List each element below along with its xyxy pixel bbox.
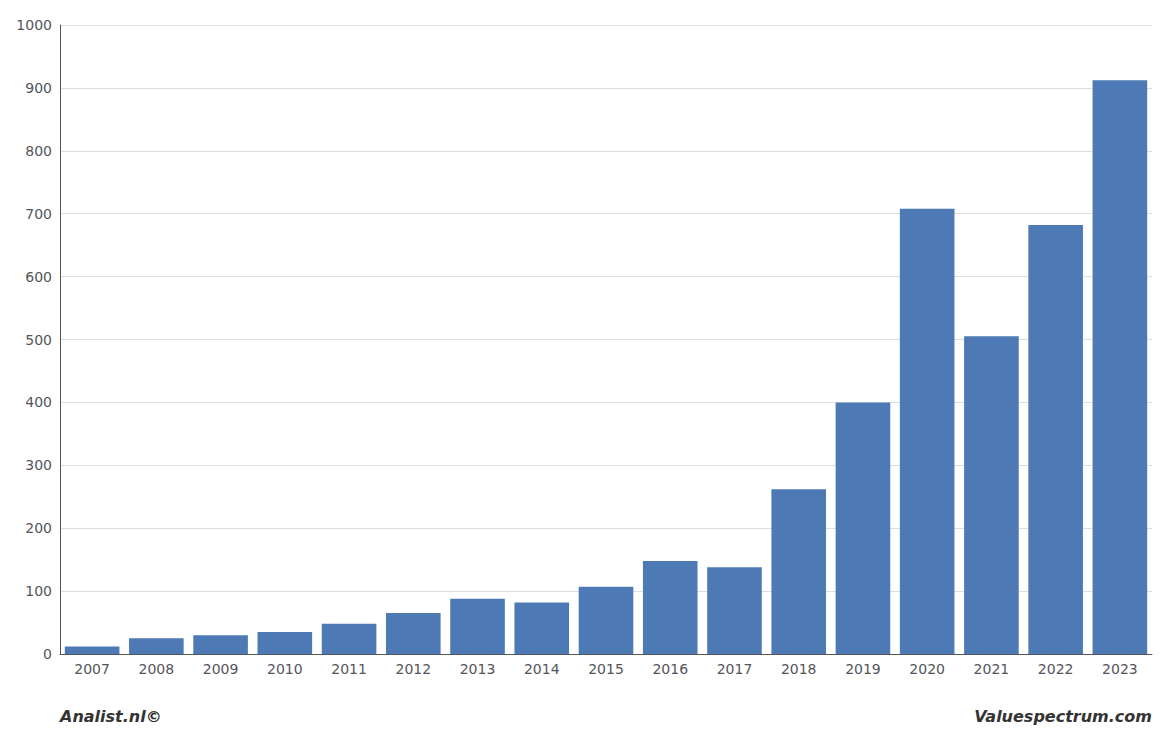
svg-text:900: 900	[25, 80, 52, 96]
svg-text:2023: 2023	[1102, 661, 1138, 677]
svg-text:2020: 2020	[909, 661, 945, 677]
svg-text:2012: 2012	[395, 661, 431, 677]
svg-text:700: 700	[25, 206, 52, 222]
svg-text:2015: 2015	[588, 661, 624, 677]
svg-text:2010: 2010	[267, 661, 303, 677]
svg-text:400: 400	[25, 394, 52, 410]
svg-text:1000: 1000	[16, 17, 52, 33]
svg-text:200: 200	[25, 520, 52, 536]
svg-text:2011: 2011	[331, 661, 367, 677]
svg-text:800: 800	[25, 143, 52, 159]
svg-text:2017: 2017	[717, 661, 753, 677]
svg-text:2021: 2021	[974, 661, 1010, 677]
svg-text:2009: 2009	[203, 661, 239, 677]
svg-text:2008: 2008	[139, 661, 175, 677]
svg-text:300: 300	[25, 457, 52, 473]
svg-text:0: 0	[43, 646, 52, 662]
svg-text:2018: 2018	[781, 661, 817, 677]
svg-text:2007: 2007	[74, 661, 110, 677]
svg-text:2013: 2013	[460, 661, 496, 677]
svg-text:2019: 2019	[845, 661, 881, 677]
svg-text:Valuespectrum.com: Valuespectrum.com	[974, 707, 1152, 726]
svg-text:600: 600	[25, 269, 52, 285]
svg-text:2016: 2016	[652, 661, 688, 677]
svg-text:2014: 2014	[524, 661, 560, 677]
svg-text:Analist.nl©: Analist.nl©	[58, 707, 162, 726]
svg-text:500: 500	[25, 332, 52, 348]
svg-text:2022: 2022	[1038, 661, 1074, 677]
svg-text:100: 100	[25, 583, 52, 599]
